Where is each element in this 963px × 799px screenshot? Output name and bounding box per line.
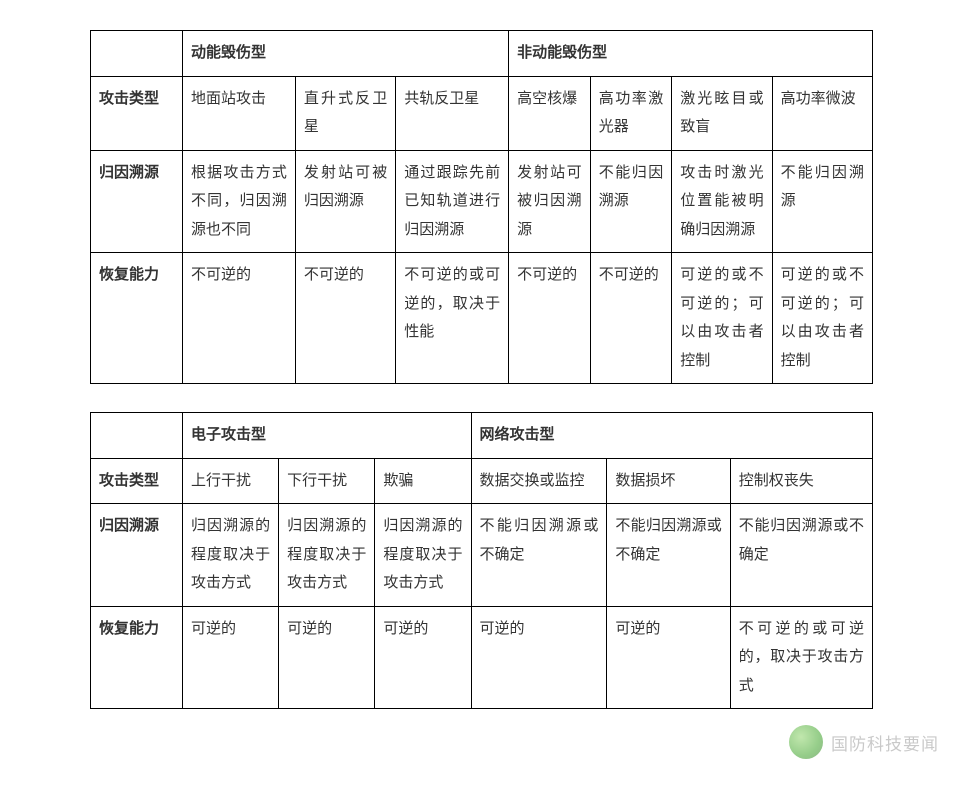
cell: 归因溯源的程度取决于攻击方式 xyxy=(183,504,279,607)
cell: 可逆的 xyxy=(471,606,607,709)
cell: 发射站可被归因溯源 xyxy=(295,150,395,253)
page: 动能毁伤型 非动能毁伤型 攻击类型 地面站攻击 直升式反卫星 共轨反卫星 高空核… xyxy=(0,0,963,777)
table-row: 归因溯源 根据攻击方式不同，归因溯源也不同 发射站可被归因溯源 通过跟踪先前已知… xyxy=(91,150,873,253)
group-header-network: 网络攻击型 xyxy=(471,413,872,459)
header-blank xyxy=(91,31,183,77)
cell: 不能归因溯源或不确定 xyxy=(730,504,872,607)
cell: 地面站攻击 xyxy=(182,76,295,150)
table-row: 电子攻击型 网络攻击型 xyxy=(91,413,873,459)
cell: 欺骗 xyxy=(375,458,471,504)
cell: 根据攻击方式不同，归因溯源也不同 xyxy=(182,150,295,253)
group-header-kinetic: 动能毁伤型 xyxy=(182,31,508,77)
row-label-attribution: 归因溯源 xyxy=(91,150,183,253)
header-blank xyxy=(91,413,183,459)
cell: 通过跟踪先前已知轨道进行归因溯源 xyxy=(396,150,509,253)
cell: 不可逆的或可逆的，取决于性能 xyxy=(396,253,509,384)
cell: 不可逆的或可逆的，取决于攻击方式 xyxy=(730,606,872,709)
cell: 攻击时激光位置能被明确归因溯源 xyxy=(672,150,772,253)
cell: 高空核爆 xyxy=(509,76,591,150)
cell: 不能归因溯源 xyxy=(772,150,872,253)
cell: 不可逆的 xyxy=(295,253,395,384)
row-label-recovery: 恢复能力 xyxy=(91,606,183,709)
table-row: 动能毁伤型 非动能毁伤型 xyxy=(91,31,873,77)
cell: 可逆的 xyxy=(183,606,279,709)
cell: 不可逆的 xyxy=(509,253,591,384)
table-electronic-network: 电子攻击型 网络攻击型 攻击类型 上行干扰 下行干扰 欺骗 数据交换或监控 数据… xyxy=(90,412,873,709)
wechat-logo-icon xyxy=(789,725,823,759)
table-row: 攻击类型 地面站攻击 直升式反卫星 共轨反卫星 高空核爆 高功率激光器 激光眩目… xyxy=(91,76,873,150)
cell: 归因溯源的程度取决于攻击方式 xyxy=(375,504,471,607)
cell: 数据交换或监控 xyxy=(471,458,607,504)
row-label-recovery: 恢复能力 xyxy=(91,253,183,384)
cell: 激光眩目或致盲 xyxy=(672,76,772,150)
cell: 不能归因溯源或不确定 xyxy=(471,504,607,607)
table-kinetic-nonkinetic: 动能毁伤型 非动能毁伤型 攻击类型 地面站攻击 直升式反卫星 共轨反卫星 高空核… xyxy=(90,30,873,384)
table-row: 攻击类型 上行干扰 下行干扰 欺骗 数据交换或监控 数据损坏 控制权丧失 xyxy=(91,458,873,504)
group-header-nonkinetic: 非动能毁伤型 xyxy=(509,31,873,77)
cell: 不能归因溯源 xyxy=(590,150,672,253)
cell: 可逆的或不可逆的；可以由攻击者控制 xyxy=(772,253,872,384)
cell: 数据损坏 xyxy=(607,458,730,504)
table-row: 归因溯源 归因溯源的程度取决于攻击方式 归因溯源的程度取决于攻击方式 归因溯源的… xyxy=(91,504,873,607)
cell: 可逆的或不可逆的；可以由攻击者控制 xyxy=(672,253,772,384)
watermark: 国防科技要闻 xyxy=(789,725,939,759)
cell: 发射站可被归因溯源 xyxy=(509,150,591,253)
cell: 控制权丧失 xyxy=(730,458,872,504)
table-row: 恢复能力 不可逆的 不可逆的 不可逆的或可逆的，取决于性能 不可逆的 不可逆的 … xyxy=(91,253,873,384)
row-label-attack-type: 攻击类型 xyxy=(91,458,183,504)
cell: 不可逆的 xyxy=(590,253,672,384)
cell: 直升式反卫星 xyxy=(295,76,395,150)
cell: 可逆的 xyxy=(607,606,730,709)
cell: 下行干扰 xyxy=(279,458,375,504)
cell: 上行干扰 xyxy=(183,458,279,504)
cell: 不可逆的 xyxy=(182,253,295,384)
table-row: 恢复能力 可逆的 可逆的 可逆的 可逆的 可逆的 不可逆的或可逆的，取决于攻击方… xyxy=(91,606,873,709)
cell: 共轨反卫星 xyxy=(396,76,509,150)
cell: 不能归因溯源或不确定 xyxy=(607,504,730,607)
watermark-text: 国防科技要闻 xyxy=(831,730,939,755)
row-label-attack-type: 攻击类型 xyxy=(91,76,183,150)
cell: 高功率微波 xyxy=(772,76,872,150)
group-header-electronic: 电子攻击型 xyxy=(183,413,472,459)
cell: 可逆的 xyxy=(375,606,471,709)
cell: 归因溯源的程度取决于攻击方式 xyxy=(279,504,375,607)
cell: 高功率激光器 xyxy=(590,76,672,150)
row-label-attribution: 归因溯源 xyxy=(91,504,183,607)
cell: 可逆的 xyxy=(279,606,375,709)
